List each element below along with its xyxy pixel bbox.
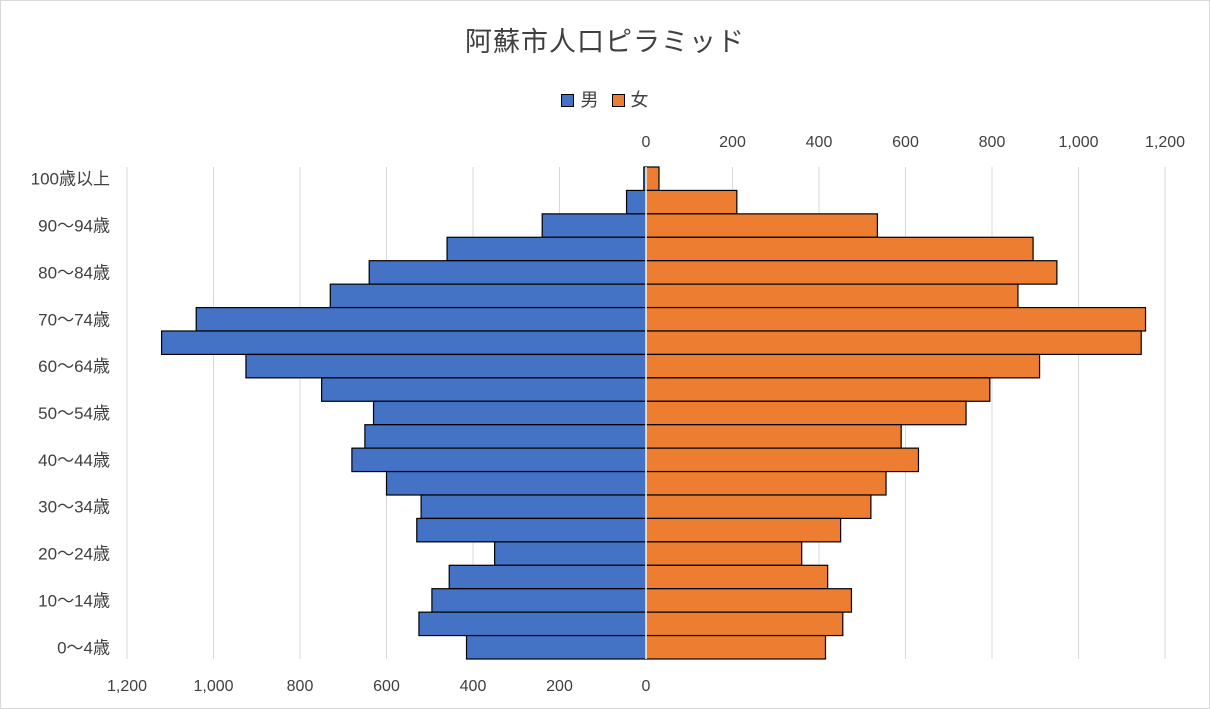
category-label: 60〜64歳 <box>38 357 110 376</box>
bar-female-7 <box>645 330 1142 356</box>
bar-male-13 <box>385 470 647 496</box>
female-axis-tick: 800 <box>979 134 1006 151</box>
bar-female-10 <box>645 400 967 426</box>
male-axis-tick: 200 <box>546 678 573 695</box>
male-axis-tick: 0 <box>642 678 651 695</box>
bar-male-11 <box>364 424 647 449</box>
bar-female-20 <box>645 634 827 660</box>
female-axis-tick: 0 <box>642 134 651 151</box>
female-axis-tick: 1,200 <box>1145 134 1185 151</box>
bar-female-15 <box>645 517 842 543</box>
category-label: 80〜84歳 <box>38 263 110 282</box>
bar-male-3 <box>446 236 647 262</box>
bar-male-12 <box>351 447 647 473</box>
legend-swatch-female <box>611 94 625 107</box>
bar-male-14 <box>420 494 647 520</box>
bar-male-10 <box>372 400 647 426</box>
legend-entry-female: 女 <box>611 86 649 112</box>
bar-female-4 <box>645 260 1058 285</box>
category-label: 10〜14歳 <box>38 591 110 610</box>
bar-male-6 <box>195 306 647 332</box>
female-axis-tick: 600 <box>892 134 919 151</box>
bar-male-5 <box>329 283 647 309</box>
bar-female-18 <box>645 588 853 613</box>
male-axis-tick: 600 <box>373 678 400 695</box>
bar-female-19 <box>645 611 844 637</box>
category-label: 50〜54歳 <box>38 404 110 423</box>
legend-entry-male: 男 <box>561 86 598 112</box>
bar-female-6 <box>645 306 1147 332</box>
bar-female-8 <box>645 353 1041 379</box>
male-axis-tick: 800 <box>287 678 314 695</box>
bar-female-3 <box>645 236 1034 262</box>
male-axis-tick: 400 <box>460 678 487 695</box>
female-axis-tick: 400 <box>806 134 833 151</box>
bar-male-19 <box>418 611 647 637</box>
bar-male-16 <box>494 541 647 566</box>
bar-male-8 <box>245 353 647 379</box>
category-label: 40〜44歳 <box>38 451 110 470</box>
bar-male-15 <box>416 517 647 543</box>
bar-female-16 <box>645 541 803 566</box>
category-label: 30〜34歳 <box>38 498 110 517</box>
legend: 男 女 <box>0 86 1210 112</box>
bar-female-1 <box>645 189 738 215</box>
bar-male-2 <box>541 213 647 238</box>
bar-male-7 <box>161 330 647 356</box>
female-axis-tick: 200 <box>719 134 746 151</box>
bar-female-0 <box>645 166 660 192</box>
bar-female-2 <box>645 213 878 238</box>
bar-male-20 <box>465 634 647 660</box>
bar-male-1 <box>625 189 647 215</box>
legend-label-male: 男 <box>580 90 599 110</box>
bar-male-17 <box>448 564 647 590</box>
bar-female-14 <box>645 494 872 520</box>
bar-male-9 <box>321 377 647 402</box>
male-axis-tick: 1,000 <box>193 678 233 695</box>
legend-swatch-male <box>561 94 575 107</box>
category-label: 20〜24歳 <box>38 545 110 564</box>
legend-label-female: 女 <box>630 90 649 110</box>
bar-female-12 <box>645 447 920 473</box>
category-label: 0〜4歳 <box>57 638 110 657</box>
bar-male-4 <box>368 260 647 285</box>
bar-male-18 <box>431 588 647 613</box>
bar-female-13 <box>645 470 887 496</box>
bar-female-17 <box>645 564 829 590</box>
male-axis-tick: 1,200 <box>107 678 147 695</box>
female-axis-tick: 1,000 <box>1058 134 1098 151</box>
chart-title: 阿蘇市人口ピラミッド <box>465 27 745 57</box>
bar-female-5 <box>645 283 1019 309</box>
bar-female-9 <box>645 377 991 402</box>
category-label: 100歳以上 <box>31 170 110 189</box>
category-label: 70〜74歳 <box>38 310 110 329</box>
category-label: 90〜94歳 <box>38 217 110 236</box>
bar-female-11 <box>645 424 902 449</box>
